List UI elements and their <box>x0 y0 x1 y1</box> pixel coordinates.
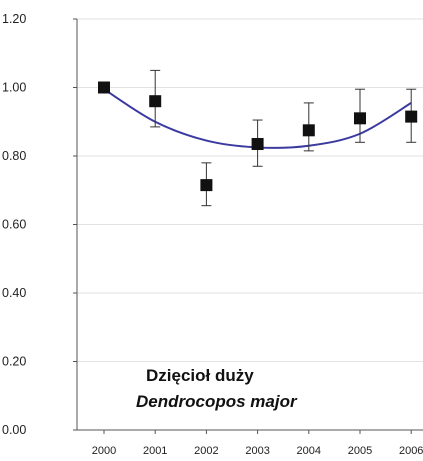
x-tick-label: 2004 <box>297 445 321 457</box>
data-point <box>354 112 366 125</box>
data-point <box>149 95 162 108</box>
y-tick-label: 0.20 <box>2 355 26 369</box>
y-tick-label: 1.00 <box>2 81 26 95</box>
data-point <box>302 124 315 137</box>
species-common-name: Dzięcioł duży <box>146 366 254 385</box>
x-tick-label: 2002 <box>194 445 218 457</box>
x-tick-label: 2001 <box>143 445 167 457</box>
x-tick-label: 2006 <box>399 445 423 457</box>
y-tick-label: 0.40 <box>2 286 26 300</box>
x-tick-label: 2003 <box>245 445 269 457</box>
data-point <box>251 138 264 151</box>
species-latin-name: Dendrocopos major <box>136 392 298 411</box>
data-point <box>200 179 213 192</box>
y-tick-label: 0.80 <box>2 149 26 163</box>
error-bars <box>150 69 417 207</box>
data-point <box>405 110 418 123</box>
data-points <box>98 81 418 192</box>
data-point <box>98 81 110 94</box>
y-tick-label: 1.20 <box>2 12 26 26</box>
x-tick-label: 2000 <box>92 445 116 457</box>
grid-lines <box>77 18 423 362</box>
y-axis-ticks: 0.00 0.20 0.40 0.60 0.80 1.00 1.20 <box>2 12 77 437</box>
y-tick-label: 0.60 <box>2 218 26 232</box>
x-axis-ticks: 2000 2001 2002 2003 2004 2005 2006 <box>92 430 423 457</box>
y-tick-label: 0.00 <box>2 423 26 437</box>
x-tick-label: 2005 <box>348 445 372 457</box>
